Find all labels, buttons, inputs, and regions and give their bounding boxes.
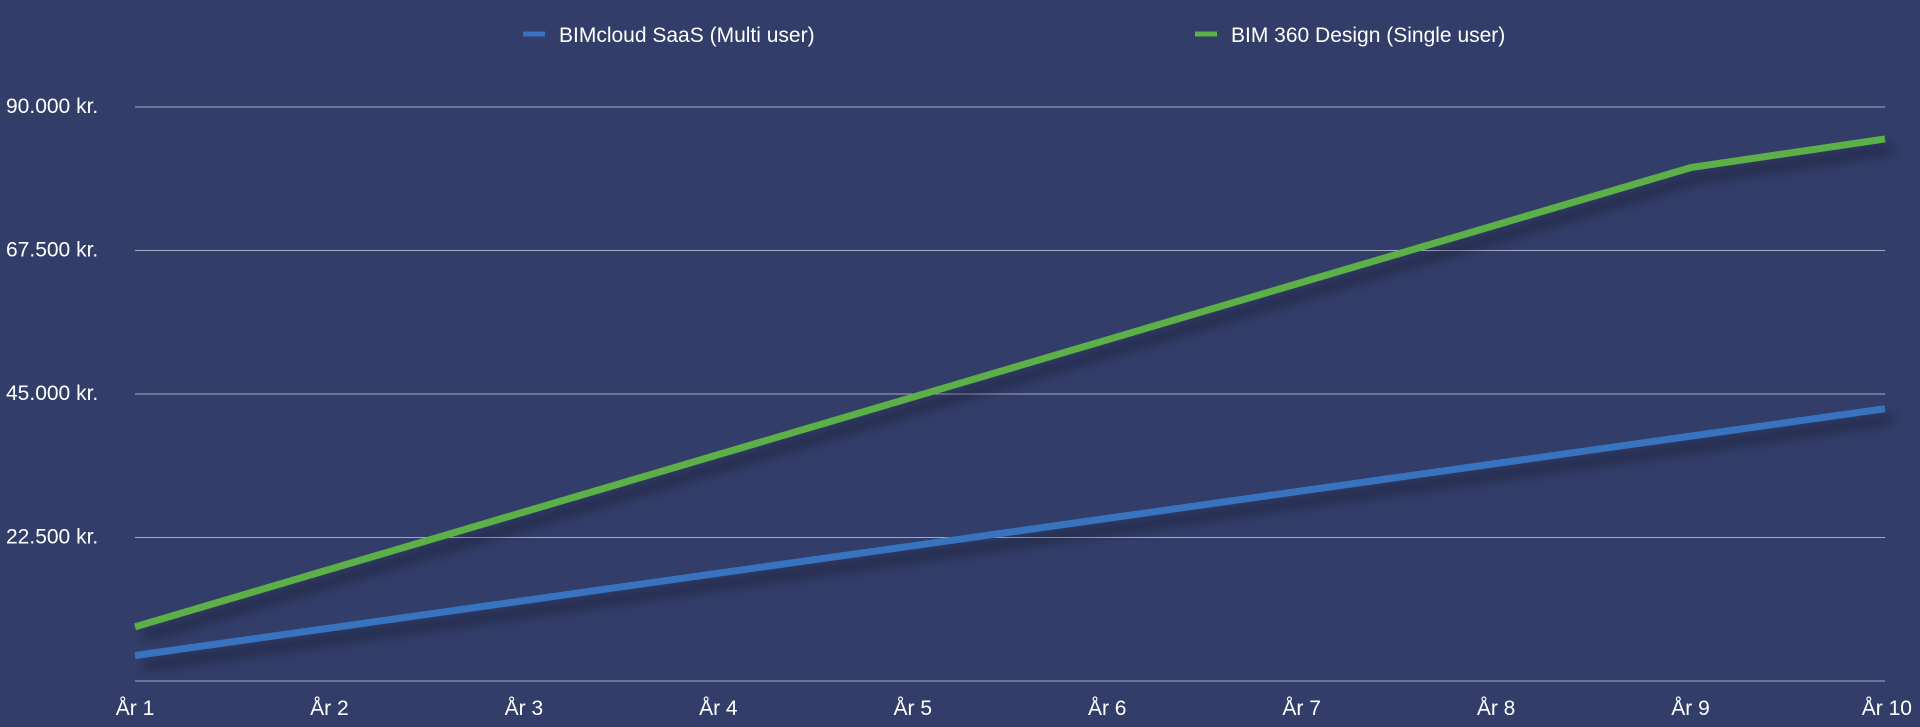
- series-line-2: [134, 135, 1886, 631]
- y-tick-label: 67.500 kr.: [6, 239, 98, 262]
- legend: BIMcloud SaaS (Multi user) BIM 360 Design…: [523, 24, 1505, 47]
- x-tick-label: År 2: [310, 697, 349, 720]
- gridlines: [135, 106, 1885, 682]
- legend-label: BIMcloud SaaS (Multi user): [559, 24, 815, 47]
- x-tick-label: År 8: [1477, 697, 1516, 720]
- x-tick-label: År 3: [505, 697, 544, 720]
- legend-label: BIM 360 Design (Single user): [1231, 24, 1505, 47]
- y-axis-tick-labels: 22.500 kr. 45.000 kr. 67.500 kr. 90.000 kr.: [6, 95, 98, 549]
- x-tick-label: År 7: [1282, 697, 1321, 720]
- x-tick-label: År 1: [116, 697, 155, 720]
- x-tick-label: År 9: [1671, 697, 1710, 720]
- y-tick-label: 90.000 kr.: [6, 95, 98, 118]
- y-tick-label: 22.500 kr.: [6, 526, 98, 549]
- series-line-1: [134, 405, 1886, 659]
- y-tick-label: 45.000 kr.: [6, 382, 98, 405]
- x-tick-label: År 4: [699, 697, 738, 720]
- x-tick-label: År 6: [1088, 697, 1127, 720]
- x-tick-label: År 5: [894, 697, 933, 720]
- x-tick-label: År 10: [1862, 697, 1912, 720]
- x-axis-tick-labels: År 1 År 2 År 3 År 4 År 5 År 6 År 7 År 8 År 9 År 1…: [116, 697, 1912, 720]
- series-lines: [134, 135, 1886, 659]
